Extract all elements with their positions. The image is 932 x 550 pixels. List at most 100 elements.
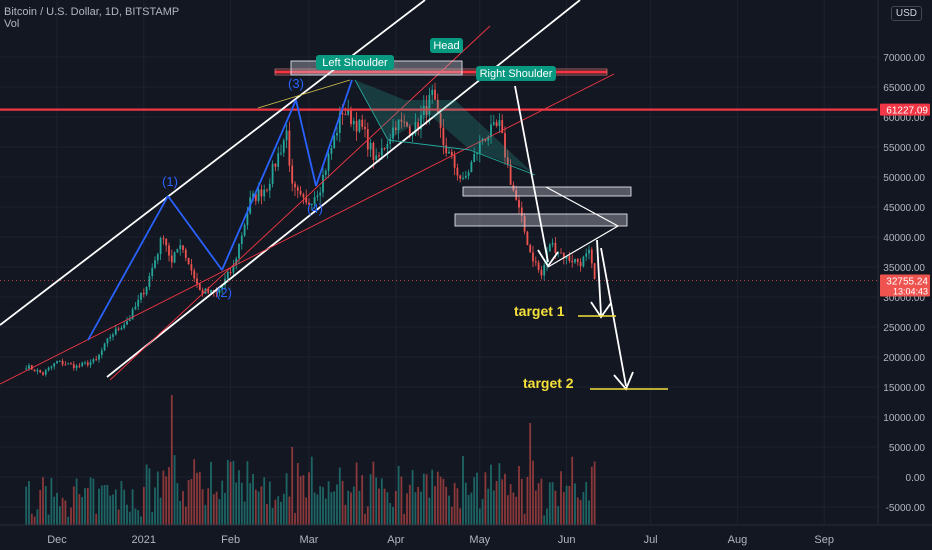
- candle-body: [350, 108, 352, 125]
- price-tick-label: 0.00: [906, 473, 926, 484]
- time-tick-label: Apr: [387, 534, 404, 546]
- volume-bar: [588, 500, 590, 525]
- volume-bar: [518, 465, 520, 525]
- candle-body: [476, 153, 478, 155]
- volume-bar: [36, 509, 39, 525]
- candle-body: [291, 165, 294, 184]
- volume-bar: [67, 516, 70, 525]
- volume-bar: [411, 469, 414, 525]
- volume-bar: [221, 480, 224, 525]
- candle-body: [322, 174, 324, 193]
- candle-body: [252, 193, 254, 198]
- volume-bar: [324, 498, 327, 525]
- volume-bar: [33, 516, 36, 525]
- volume-bar: [450, 506, 453, 525]
- volume-bar: [291, 447, 294, 525]
- candle-body: [515, 190, 518, 200]
- volume-bar: [554, 490, 557, 525]
- candle-body: [159, 238, 162, 255]
- volume-bar: [173, 455, 176, 525]
- volume-bar: [86, 487, 89, 525]
- candle-body: [574, 258, 576, 263]
- price-label-bg: [880, 274, 930, 297]
- candle-body: [229, 272, 232, 274]
- candle-body: [355, 120, 358, 132]
- candle-body: [473, 153, 476, 163]
- volume-bar: [420, 491, 422, 525]
- candle-body: [25, 368, 28, 370]
- candle-body: [490, 124, 492, 137]
- volume-bar: [347, 490, 350, 525]
- candle-body: [504, 133, 506, 158]
- symbol-title[interactable]: Bitcoin / U.S. Dollar, 1D, BITSTAMP: [4, 6, 180, 18]
- volume-bar: [383, 488, 386, 525]
- volume-bar: [179, 500, 182, 525]
- volume-bar: [84, 488, 86, 525]
- candle-body: [86, 362, 89, 366]
- candle-body: [58, 360, 61, 362]
- candle-body: [198, 283, 201, 291]
- candle-body: [81, 362, 84, 366]
- volume-bar: [453, 482, 456, 525]
- candle-body: [403, 121, 406, 123]
- candle-body: [467, 172, 470, 176]
- volume-bar: [585, 481, 588, 525]
- candle-body: [534, 261, 537, 263]
- volume-bar: [406, 493, 408, 525]
- candle-body: [184, 249, 187, 259]
- volume-bar: [128, 511, 131, 525]
- candle-body: [238, 244, 240, 259]
- candle-body: [358, 119, 361, 132]
- volume-bar: [375, 477, 378, 525]
- candle-body: [240, 235, 243, 245]
- candle-body: [434, 89, 436, 100]
- candle-body: [408, 126, 411, 135]
- volume-bar: [42, 477, 44, 525]
- volume-bar: [358, 490, 361, 525]
- volume-indicator-label[interactable]: Vol: [4, 18, 20, 30]
- time-tick-label: 2021: [132, 534, 156, 546]
- wave-label: (3): [288, 76, 304, 91]
- volume-bar: [439, 476, 442, 525]
- volume-bar: [434, 486, 436, 525]
- candle-body: [179, 245, 182, 250]
- volume-bar: [316, 494, 319, 525]
- volume-bar: [506, 495, 509, 525]
- target-1-label: target 1: [514, 303, 565, 319]
- candle-body: [246, 213, 249, 225]
- candle-body: [271, 163, 274, 184]
- price-tick-label: 45000.00: [883, 203, 925, 214]
- pattern-label: Left Shoulder: [322, 57, 388, 69]
- volume-bar: [235, 482, 238, 525]
- candle-body: [263, 189, 266, 197]
- candle-body: [369, 142, 372, 150]
- candle-body: [187, 258, 190, 265]
- volume-bar: [64, 500, 67, 525]
- volume-bar: [266, 503, 268, 525]
- candle-body: [400, 119, 403, 122]
- price-tick-label: 70000.00: [883, 53, 925, 64]
- candle-body: [560, 252, 562, 254]
- volume-bar: [277, 496, 280, 525]
- volume-bar: [257, 491, 260, 525]
- candle-body: [296, 187, 299, 191]
- candle-body: [232, 265, 235, 273]
- pattern-fill: [355, 80, 535, 175]
- candle-body: [509, 164, 512, 185]
- candle-body: [56, 361, 58, 364]
- candle-body: [305, 197, 308, 203]
- volume-bar: [168, 467, 170, 525]
- volume-bar: [72, 486, 75, 525]
- volume-bar: [184, 506, 187, 525]
- volume-bar: [590, 466, 593, 525]
- volume-bar: [445, 486, 448, 525]
- volume-bar: [299, 476, 302, 525]
- candle-body: [532, 252, 534, 262]
- candle-body: [151, 267, 154, 276]
- candle-body: [302, 194, 305, 198]
- candle-body: [313, 197, 316, 205]
- candle-body: [288, 130, 291, 166]
- volume-bar: [140, 516, 142, 525]
- volume-bar: [100, 485, 103, 525]
